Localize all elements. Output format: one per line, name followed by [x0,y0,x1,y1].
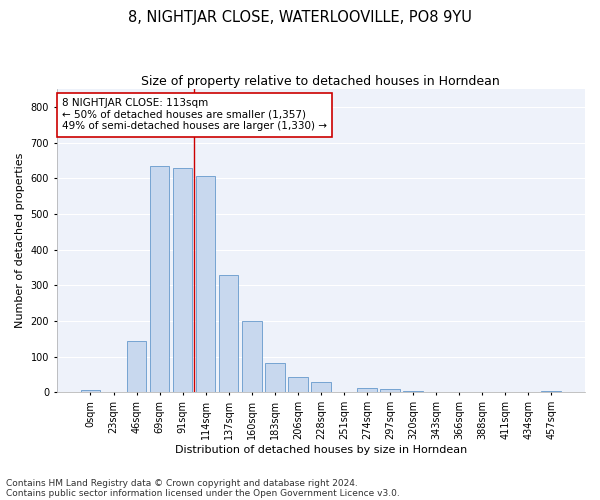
Bar [357,388,377,392]
Bar [311,382,331,392]
Bar [219,274,238,392]
Bar [380,389,400,392]
Bar [127,342,146,392]
Text: 8 NIGHTJAR CLOSE: 113sqm
← 50% of detached houses are smaller (1,357)
49% of sem: 8 NIGHTJAR CLOSE: 113sqm ← 50% of detach… [62,98,327,132]
Text: Contains HM Land Registry data © Crown copyright and database right 2024.: Contains HM Land Registry data © Crown c… [6,478,358,488]
Bar [173,168,193,392]
Text: Contains public sector information licensed under the Open Government Licence v3: Contains public sector information licen… [6,488,400,498]
X-axis label: Distribution of detached houses by size in Horndean: Distribution of detached houses by size … [175,445,467,455]
Bar [81,390,100,392]
Bar [541,390,561,392]
Title: Size of property relative to detached houses in Horndean: Size of property relative to detached ho… [142,75,500,88]
Bar [150,166,169,392]
Bar [265,363,284,392]
Bar [403,390,423,392]
Bar [288,378,308,392]
Y-axis label: Number of detached properties: Number of detached properties [15,153,25,328]
Bar [242,321,262,392]
Text: 8, NIGHTJAR CLOSE, WATERLOOVILLE, PO8 9YU: 8, NIGHTJAR CLOSE, WATERLOOVILLE, PO8 9Y… [128,10,472,25]
Bar [196,176,215,392]
